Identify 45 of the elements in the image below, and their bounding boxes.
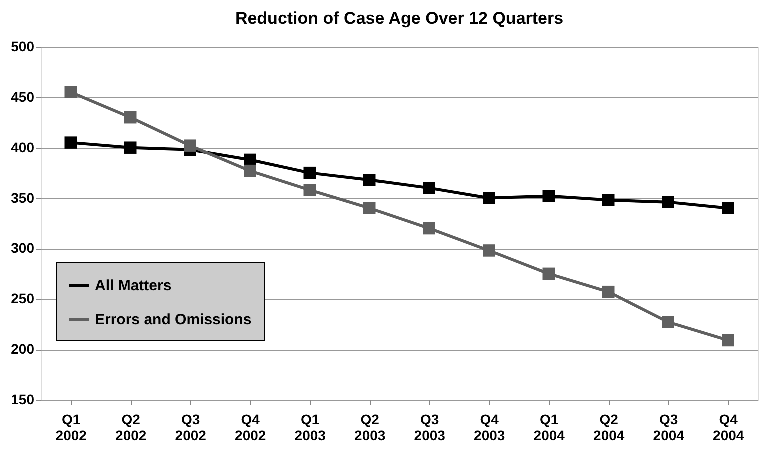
point [602,286,615,298]
point [64,136,77,149]
y-tick-label: 200 [11,341,35,358]
y-tick-label: 450 [11,88,35,105]
x-tick-label: Q4 2003 [474,412,506,444]
x-tick-label: Q2 2003 [354,412,386,444]
legend-label: Errors and Omissions [95,312,252,328]
point [483,244,496,257]
y-tick-label: 150 [11,392,35,408]
x-tick-label: Q1 2004 [534,412,566,444]
x-tick-label: Q3 2002 [175,412,207,444]
x-tick-label: Q4 2004 [713,412,744,444]
point [184,140,196,152]
point [124,111,137,124]
point [124,142,137,154]
point [64,86,77,99]
point [244,164,256,178]
x-tick-label: Q1 2003 [294,412,326,444]
x-tick-label: Q2 2004 [594,412,625,444]
point [423,182,436,194]
y-tick-label: 250 [11,290,35,307]
point [662,196,674,208]
y-tick-label: 400 [11,139,35,156]
point [542,268,555,280]
x-tick-label: Q2 2002 [116,412,147,444]
point [483,192,496,204]
x-tick-label: Q4 2002 [235,412,266,444]
point [542,190,555,202]
chart-title: Reduction of Case Age Over 12 Quarters [235,9,564,28]
point [602,194,615,206]
x-tick-label: Q1 2002 [56,412,88,444]
point [304,166,316,180]
point [722,334,734,347]
point [722,202,734,214]
point [423,222,436,235]
y-tick-label: 300 [11,240,35,256]
point [364,174,376,186]
y-tick-label: 500 [11,38,35,54]
x-tick-label: Q3 2004 [653,412,685,444]
x-tick-label: Q3 2003 [414,412,446,444]
legend-label: All Matters [95,278,172,294]
y-tick-label: 350 [11,190,35,206]
point [364,202,376,214]
point [304,184,316,196]
point [662,316,674,328]
